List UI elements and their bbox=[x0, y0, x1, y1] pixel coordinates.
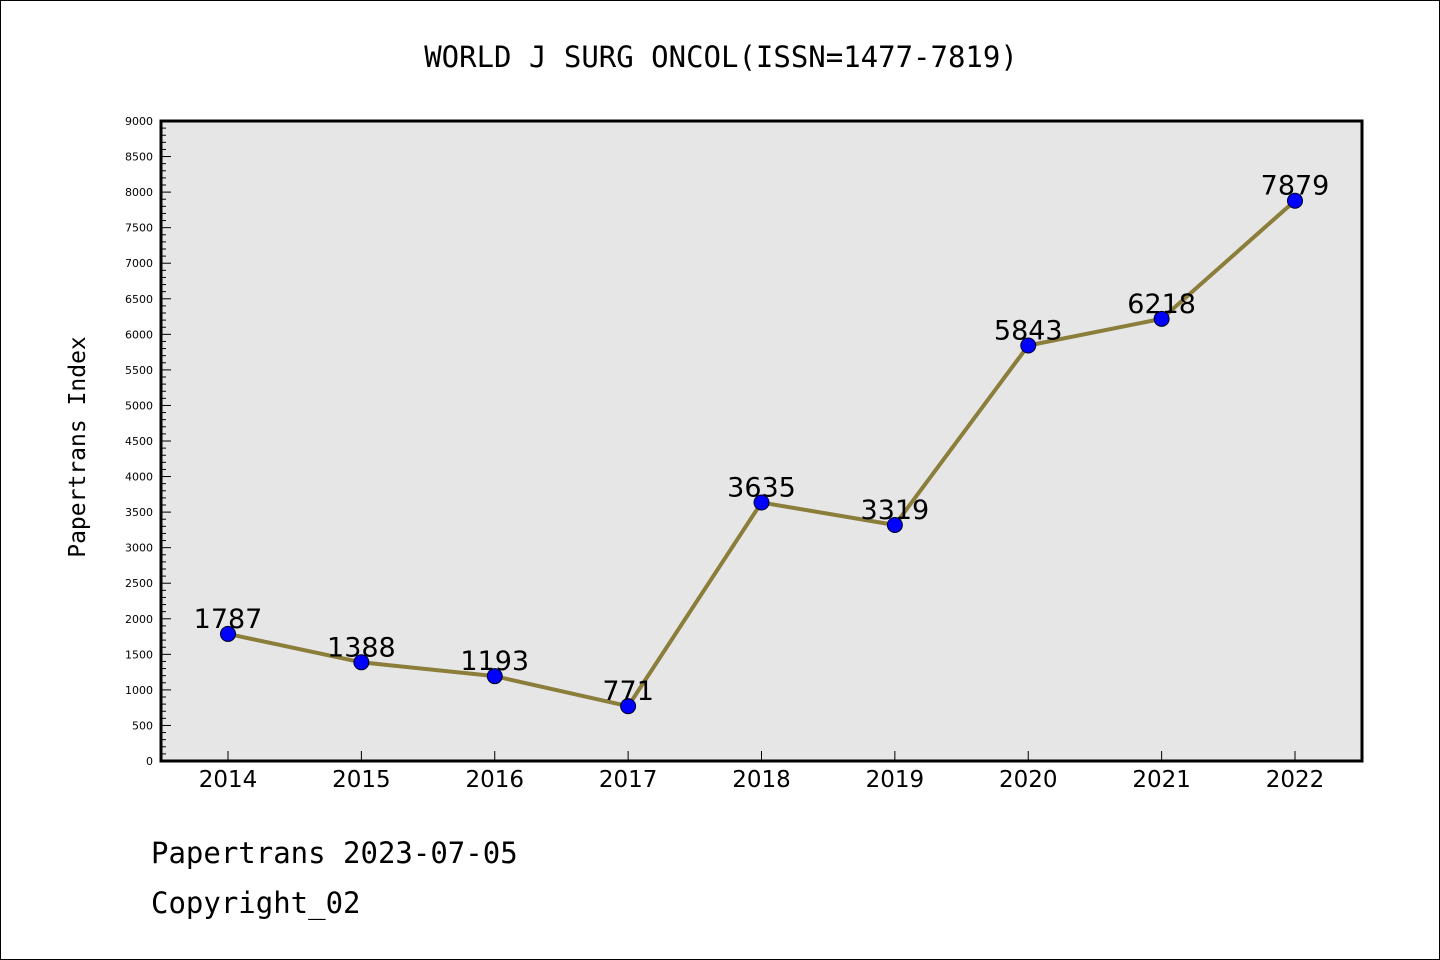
data-point bbox=[1020, 337, 1037, 354]
footer-copyright: Copyright_02 bbox=[151, 886, 361, 920]
data-point bbox=[353, 654, 370, 671]
data-label: 1787 bbox=[194, 604, 263, 635]
x-tick-label: 2016 bbox=[465, 767, 524, 793]
x-tick-label: 2021 bbox=[1132, 767, 1191, 793]
x-tick-label: 2014 bbox=[199, 767, 258, 793]
plot-border bbox=[159, 119, 1364, 763]
chart-title: WORLD J SURG ONCOL(ISSN=1477-7819) bbox=[424, 40, 1018, 74]
x-tick-label: 2022 bbox=[1266, 767, 1325, 793]
x-tick-label: 2020 bbox=[999, 767, 1058, 793]
y-tick-label: 1500 bbox=[125, 648, 153, 661]
data-point bbox=[1153, 310, 1170, 327]
data-point bbox=[486, 668, 503, 685]
y-tick-label: 500 bbox=[132, 719, 153, 732]
plot-area bbox=[161, 121, 1362, 761]
y-tick-label: 6000 bbox=[125, 328, 153, 341]
y-tick-label: 7500 bbox=[125, 222, 153, 235]
y-tick-label: 4500 bbox=[125, 435, 153, 448]
y-tick-label: 9000 bbox=[125, 115, 153, 128]
y-tick-label: 5000 bbox=[125, 399, 153, 412]
y-tick-label: 3500 bbox=[125, 506, 153, 519]
y-tick-label: 4000 bbox=[125, 471, 153, 484]
data-label: 6218 bbox=[1127, 289, 1196, 320]
data-label: 7879 bbox=[1261, 171, 1330, 202]
data-point bbox=[1287, 192, 1303, 209]
x-tick-label: 2017 bbox=[599, 767, 658, 793]
data-point bbox=[886, 516, 903, 533]
y-tick-label: 8000 bbox=[125, 186, 153, 199]
y-tick-label: 5500 bbox=[125, 364, 153, 377]
y-tick-label: 6500 bbox=[125, 293, 153, 306]
data-label: 1388 bbox=[327, 632, 396, 663]
y-tick-label: 2000 bbox=[125, 613, 153, 626]
x-tick-label: 2019 bbox=[866, 767, 925, 793]
footer-date: Papertrans 2023-07-05 bbox=[151, 836, 518, 870]
data-label: 5843 bbox=[994, 315, 1063, 346]
data-label: 3319 bbox=[861, 495, 930, 526]
y-tick-label: 7000 bbox=[125, 257, 153, 270]
y-tick-label: 1000 bbox=[125, 684, 153, 697]
y-tick-label: 0 bbox=[146, 755, 153, 768]
data-point bbox=[220, 625, 236, 642]
data-label: 1193 bbox=[460, 646, 529, 677]
x-axis: 2014 2015 2016 2017 2018 2019 2020 2021 2022 bbox=[199, 751, 1325, 793]
series-layer: 1787 1388 1193 771 3635 3319 5843 6218 7879 bbox=[194, 171, 1330, 715]
data-point bbox=[620, 698, 637, 715]
data-point bbox=[753, 494, 770, 511]
y-tick-label: 2500 bbox=[125, 577, 153, 590]
y-axis: 0 500 1000 1500 2000 2500 3000 3500 4000 4500 5000… bbox=[125, 115, 171, 768]
y-axis-label: Papertrans Index bbox=[65, 336, 91, 558]
data-label: 771 bbox=[602, 676, 654, 707]
x-tick-label: 2015 bbox=[332, 767, 391, 793]
data-label: 3635 bbox=[727, 473, 796, 504]
y-tick-label: 3000 bbox=[125, 542, 153, 555]
y-tick-label: 8500 bbox=[125, 151, 153, 164]
x-tick-label: 2018 bbox=[732, 767, 791, 793]
